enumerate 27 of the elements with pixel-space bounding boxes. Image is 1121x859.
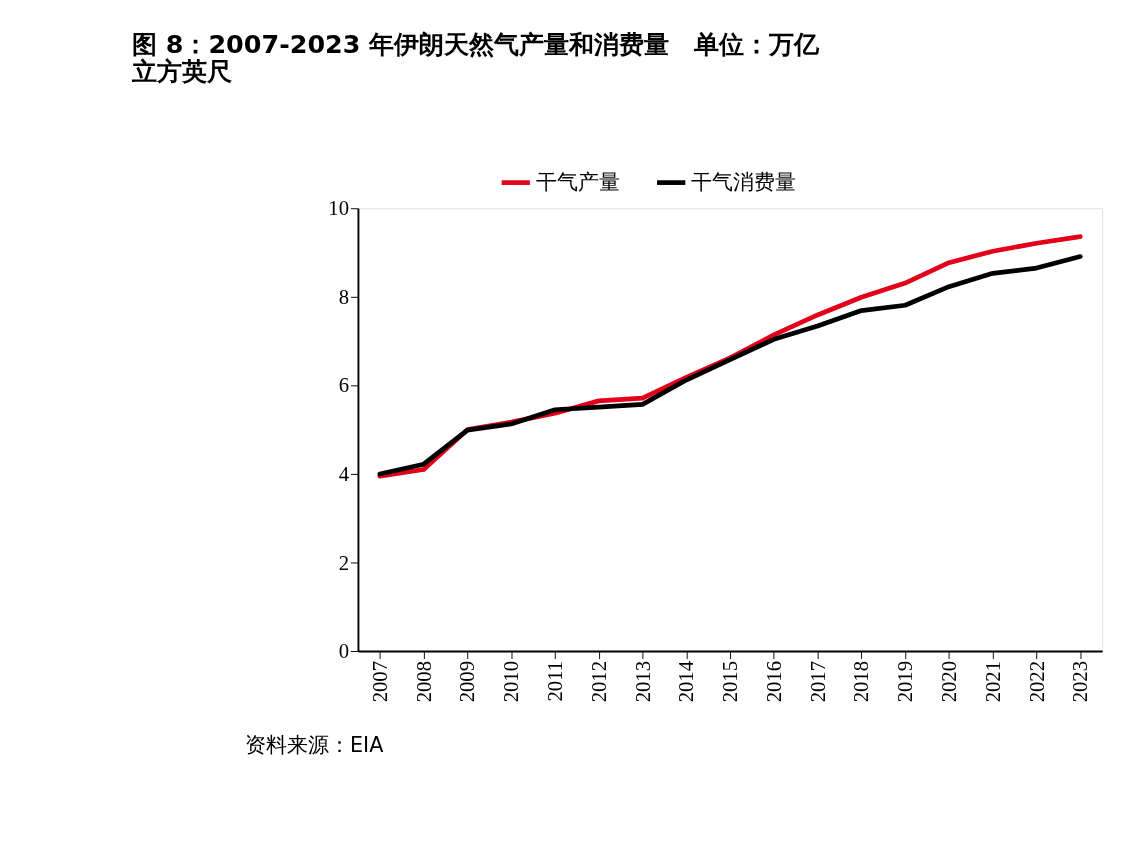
x-tick-label: 2021 xyxy=(981,660,1004,703)
x-tick-label: 2012 xyxy=(587,660,610,703)
x-tick-label: 2018 xyxy=(850,660,873,703)
y-tick-label: 8 xyxy=(338,285,350,308)
x-tick-label: 2020 xyxy=(938,660,961,703)
x-tick-label: 2016 xyxy=(762,660,785,703)
x-tick-label: 2007 xyxy=(368,660,391,703)
y-tick-label: 6 xyxy=(338,374,350,397)
chart-title: 图 8：2007-2023 年伊朗天然气产量和消费量 单位：万亿立方英尺 xyxy=(130,28,821,87)
y-tick-label: 10 xyxy=(328,197,350,220)
x-tick-label: 2022 xyxy=(1025,660,1048,703)
legend-label: 干气消费量 xyxy=(691,171,797,194)
x-tick-label: 2009 xyxy=(456,660,479,703)
x-tick-label: 2008 xyxy=(412,660,435,703)
y-tick-label: 0 xyxy=(338,640,350,663)
legend-label: 干气产量 xyxy=(536,171,621,194)
x-tick-label: 2023 xyxy=(1069,660,1092,703)
y-tick-label: 4 xyxy=(338,462,350,485)
x-tick-label: 2014 xyxy=(675,660,698,703)
x-tick-label: 2015 xyxy=(719,660,742,703)
x-tick-label: 2011 xyxy=(544,660,567,702)
x-tick-label: 2013 xyxy=(631,660,654,703)
x-tick-label: 2017 xyxy=(806,660,829,703)
x-tick-label: 2010 xyxy=(500,660,523,703)
y-tick-label: 2 xyxy=(338,551,350,574)
x-tick-label: 2019 xyxy=(894,660,917,703)
text: 资料来源：EIA xyxy=(244,732,384,757)
